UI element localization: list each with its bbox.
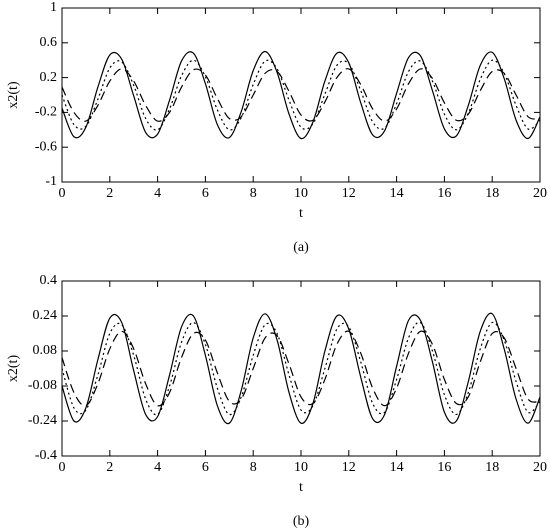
x-tick-label: 2 — [106, 186, 113, 201]
x-tick-label: 18 — [485, 460, 499, 475]
x-tick-label: 6 — [202, 460, 209, 475]
x-tick-label: 20 — [533, 186, 547, 201]
x-tick-label: 12 — [342, 460, 356, 475]
x-tick-label: 18 — [485, 186, 499, 201]
x-tick-label: 8 — [250, 186, 257, 201]
series-line — [61, 312, 541, 425]
x-tick-label: 0 — [59, 460, 66, 475]
x-axis-label: t — [299, 206, 303, 221]
caption: (a) — [293, 240, 309, 255]
series-line — [61, 321, 541, 416]
y-tick-label: 0.6 — [40, 35, 58, 50]
x-tick-label: 4 — [154, 186, 161, 201]
x-tick-label: 14 — [390, 460, 404, 475]
y-tick-label: -0.4 — [35, 448, 57, 463]
x-tick-label: 16 — [437, 186, 451, 201]
series-line — [61, 50, 541, 140]
y-tick-label: -0.2 — [35, 105, 57, 120]
y-axis-label: x2(t) — [6, 81, 21, 109]
y-tick-label: 0.2 — [40, 70, 58, 85]
x-tick-label: 8 — [250, 460, 257, 475]
x-tick-label: 20 — [533, 460, 547, 475]
x-tick-label: 4 — [154, 460, 161, 475]
y-tick-label: 0.4 — [40, 273, 58, 288]
y-axis-label: x2(t) — [6, 355, 21, 383]
x-tick-label: 0 — [59, 186, 66, 201]
x-axis-label: t — [299, 480, 303, 495]
y-tick-label: -1 — [45, 174, 57, 189]
series-line — [61, 68, 541, 122]
x-tick-label: 10 — [294, 186, 308, 201]
x-tick-label: 14 — [390, 186, 404, 201]
x-tick-label: 16 — [437, 460, 451, 475]
caption: (b) — [293, 514, 310, 529]
y-tick-label: -0.6 — [35, 139, 57, 154]
x-tick-label: 2 — [106, 460, 113, 475]
y-tick-label: 0.08 — [33, 343, 58, 358]
y-tick-label: 1 — [50, 0, 57, 15]
x-tick-label: 6 — [202, 186, 209, 201]
y-tick-label: 0.24 — [33, 308, 58, 323]
x-tick-label: 12 — [342, 186, 356, 201]
y-tick-label: -0.24 — [28, 413, 57, 428]
x-tick-label: 10 — [294, 460, 308, 475]
series-line — [61, 330, 541, 407]
y-tick-label: -0.08 — [28, 378, 57, 393]
